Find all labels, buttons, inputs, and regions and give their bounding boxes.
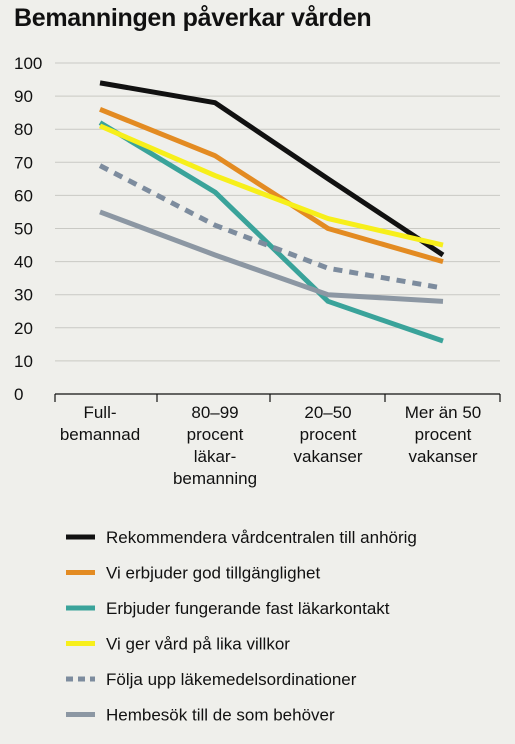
y-tick-label: 80 [14, 120, 33, 139]
y-tick-label: 50 [14, 220, 33, 239]
x-tick-label: 20–50 procent vakanser [294, 403, 363, 466]
series-line [99, 107, 444, 265]
y-tick-label: 60 [14, 186, 33, 205]
y-tick-label: 10 [14, 352, 33, 371]
series-layer [98, 80, 445, 344]
axis-layer: 0 10 20 30 40 50 60 70 80 90 100 Full-bemannad 80–99… [14, 54, 501, 488]
y-tick-label: 90 [14, 87, 33, 106]
series-line [99, 123, 444, 248]
chart-title: Bemanningen påverkar vården [14, 4, 372, 32]
legend-label: Hembesök till de som behöver [106, 706, 335, 725]
y-tick-label: 30 [14, 286, 33, 305]
series-line [99, 209, 444, 304]
y-tick-label: 20 [14, 319, 33, 338]
y-tick-label: 40 [14, 253, 33, 272]
legend-label: Rekommendera vårdcentralen till anhörig [106, 528, 417, 547]
legend-label: Erbjuder fungerande fast läkarkontakt [106, 599, 390, 618]
legend-label: Följa upp läkemedelsordinationer [106, 670, 357, 689]
legend-label: Vi erbjuder god tillgänglighet [106, 564, 321, 583]
legend-label: Vi ger vård på lika villkor [106, 635, 290, 654]
y-tick-label: 70 [14, 153, 33, 172]
series-line [98, 163, 444, 291]
x-tick-label: 80–99 procent läkar-bemanning [173, 403, 257, 488]
x-tick-label: Full-bemannad [60, 403, 140, 444]
series-line [99, 80, 445, 258]
y-tick-label: 100 [14, 54, 42, 73]
x-tick-label: Mer än 50 procent vakanser [405, 403, 482, 466]
series-line [98, 120, 444, 344]
legend: Rekommendera vårdcentralen till anhörig V… [66, 528, 417, 725]
y-tick-label: 0 [14, 385, 23, 404]
grid-layer [55, 62, 500, 362]
